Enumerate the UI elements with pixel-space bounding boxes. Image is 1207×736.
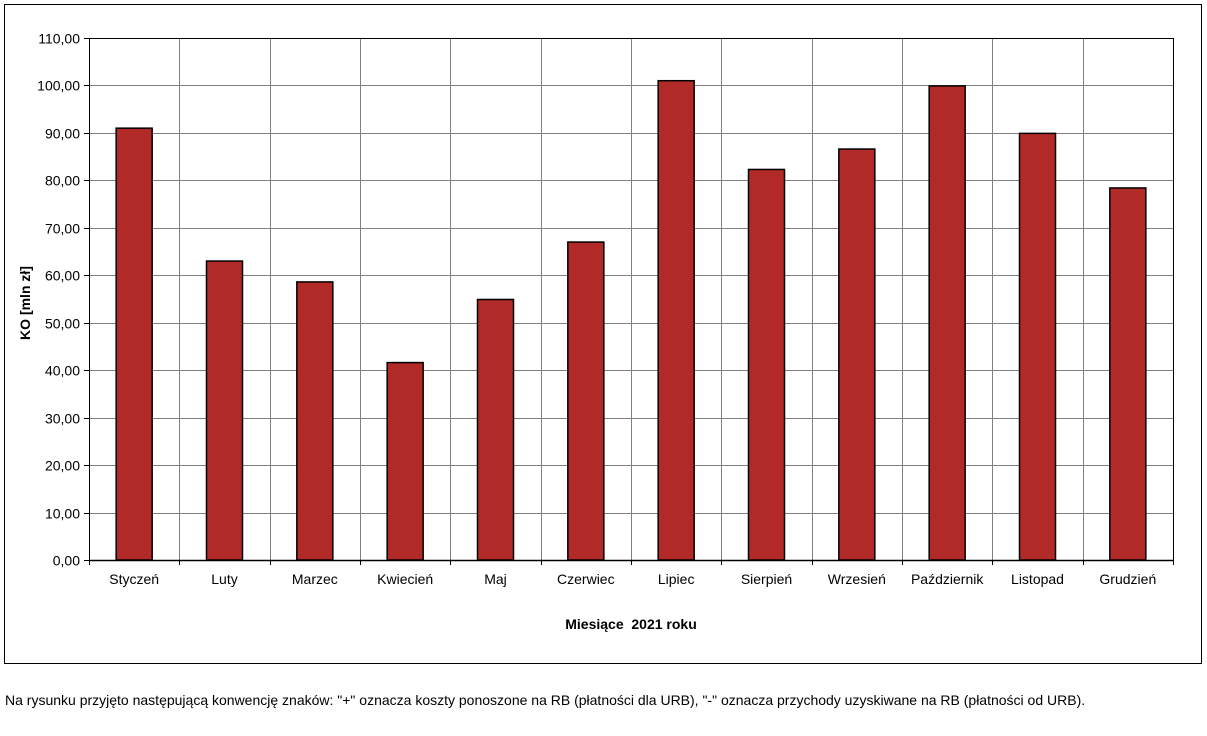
bar-chart: 0,00 10,00 20,00 30,00 40,00 50,00 60,00 70,00 8… xyxy=(17,31,1174,632)
grid-lines xyxy=(89,38,1173,560)
y-tick-label: 70,00 xyxy=(45,221,80,237)
x-tick-label: Lipiec xyxy=(658,571,695,587)
bar xyxy=(657,79,695,561)
y-tick-label: 20,00 xyxy=(45,458,80,474)
bars xyxy=(115,79,1147,561)
chart-frame: 0,00 10,00 20,00 30,00 40,00 50,00 60,00 70,00 8… xyxy=(4,4,1202,664)
x-tick-label: Kwiecień xyxy=(377,571,433,587)
bar xyxy=(567,241,605,561)
x-axis-label: Miesiące 2021 roku xyxy=(565,616,697,632)
bar xyxy=(747,168,786,561)
bar xyxy=(1018,132,1057,561)
y-tick-label: 50,00 xyxy=(45,316,80,332)
bar xyxy=(115,127,153,561)
x-tick-label: Styczeń xyxy=(109,571,159,587)
x-tick-label: Marzec xyxy=(292,571,338,587)
x-tick-label: Luty xyxy=(211,571,237,587)
x-tick-label: Czerwiec xyxy=(557,571,615,587)
bar xyxy=(838,148,876,561)
bar xyxy=(386,361,424,561)
y-tick-label: 0,00 xyxy=(53,553,80,569)
x-tick-label: Wrzesień xyxy=(828,571,886,587)
bar xyxy=(296,281,334,561)
x-tick-label: Maj xyxy=(484,571,507,587)
y-tick-label: 60,00 xyxy=(45,268,80,284)
bar xyxy=(928,85,966,561)
y-axis-label: KO [mln zł] xyxy=(17,266,33,340)
bar xyxy=(205,260,244,561)
y-tick-label: 90,00 xyxy=(45,126,80,142)
bar xyxy=(476,298,515,561)
y-tick-label: 40,00 xyxy=(45,363,80,379)
y-tick-label: 80,00 xyxy=(45,173,80,189)
y-tick-labels: 0,00 10,00 20,00 30,00 40,00 50,00 60,00 70,00 8… xyxy=(37,31,80,569)
y-tick-label: 110,00 xyxy=(38,31,80,47)
x-tick-label: Październik xyxy=(911,571,984,587)
y-tick-label: 30,00 xyxy=(45,411,80,427)
bar xyxy=(1109,187,1147,561)
x-tick-labels: Styczeń Luty Marzec Kwiecień Maj Czerwiec Lipi… xyxy=(109,571,1156,587)
x-tick-label: Sierpień xyxy=(741,571,792,587)
axes xyxy=(84,38,1174,565)
x-tick-label: Listopad xyxy=(1011,571,1064,587)
x-tick-label: Grudzień xyxy=(1099,571,1156,587)
y-tick-label: 100,00 xyxy=(37,78,80,94)
y-tick-label: 10,00 xyxy=(45,506,80,522)
footnote: Na rysunku przyjęto następującą konwencj… xyxy=(5,692,1086,708)
